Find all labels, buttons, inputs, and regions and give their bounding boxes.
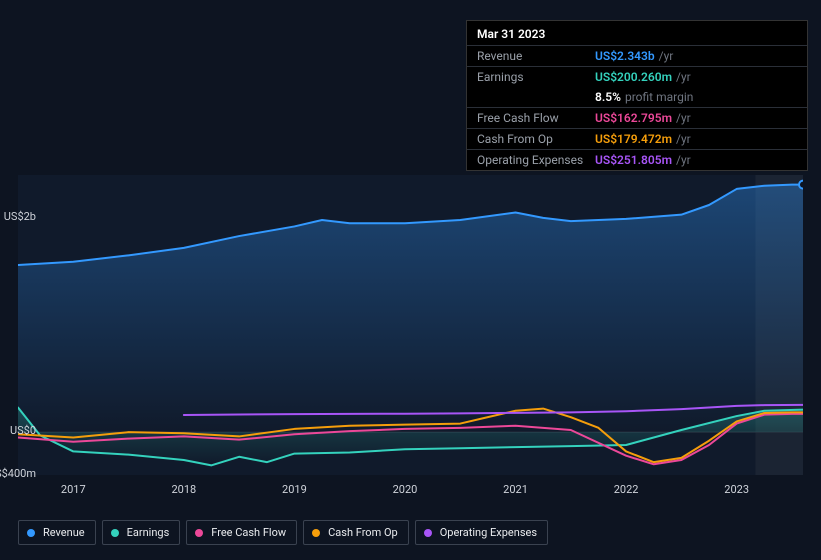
tooltip-label: Operating Expenses <box>477 153 595 167</box>
tooltip-row: Operating ExpensesUS$251.805m/yr <box>467 149 807 170</box>
y-axis-label: -US$400m <box>0 467 36 480</box>
x-axis-label: 2020 <box>385 483 425 496</box>
tooltip-row: EarningsUS$200.260m/yr <box>467 66 807 87</box>
tooltip-value: US$162.795m <box>595 111 672 125</box>
legend-dot-icon <box>27 529 35 537</box>
tooltip-value: US$200.260m <box>595 70 672 84</box>
chart-svg <box>18 175 803 475</box>
legend-label: Cash From Op <box>328 526 398 539</box>
legend-item[interactable]: Operating Expenses <box>415 520 548 545</box>
tooltip-date: Mar 31 2023 <box>467 21 807 45</box>
chart-tooltip: Mar 31 2023 RevenueUS$2.343b/yrEarningsU… <box>466 20 808 171</box>
tooltip-label: Revenue <box>477 49 595 63</box>
legend-dot-icon <box>424 529 432 537</box>
x-axis-label: 2018 <box>164 483 204 496</box>
legend-item[interactable]: Revenue <box>18 520 96 545</box>
tooltip-unit: /yr <box>659 49 674 63</box>
legend-dot-icon <box>195 529 203 537</box>
tooltip-unit: /yr <box>676 132 691 146</box>
chart-plot-area[interactable]: US$2bUS$0-US$400m20172018201920202021202… <box>18 175 803 475</box>
tooltip-value: US$179.472m <box>595 132 672 146</box>
tooltip-row: Free Cash FlowUS$162.795m/yr <box>467 107 807 128</box>
tooltip-unit: profit margin <box>625 90 693 104</box>
tooltip-label: Earnings <box>477 70 595 84</box>
legend-item[interactable]: Earnings <box>102 520 181 545</box>
legend-label: Free Cash Flow <box>211 526 286 539</box>
y-axis-label: US$2b <box>0 210 36 223</box>
legend-label: Earnings <box>127 526 170 539</box>
x-axis-label: 2023 <box>717 483 757 496</box>
chart-container: Mar 31 2023 RevenueUS$2.343b/yrEarningsU… <box>0 0 821 560</box>
x-axis-label: 2022 <box>606 483 646 496</box>
tooltip-value: 8.5% <box>595 90 621 104</box>
tooltip-row: RevenueUS$2.343b/yr <box>467 45 807 66</box>
tooltip-row: 8.5% profit margin <box>467 87 807 107</box>
x-axis-label: 2019 <box>274 483 314 496</box>
legend-label: Revenue <box>43 526 85 539</box>
legend-dot-icon <box>111 529 119 537</box>
tooltip-label: Free Cash Flow <box>477 111 595 125</box>
legend-item[interactable]: Free Cash Flow <box>186 520 297 545</box>
x-axis-label: 2017 <box>53 483 93 496</box>
tooltip-row: Cash From OpUS$179.472m/yr <box>467 128 807 149</box>
tooltip-value: US$2.343b <box>595 49 655 63</box>
legend-item[interactable]: Cash From Op <box>303 520 409 545</box>
tooltip-label: Cash From Op <box>477 132 595 146</box>
x-axis-label: 2021 <box>496 483 536 496</box>
legend-label: Operating Expenses <box>440 526 537 539</box>
tooltip-unit: /yr <box>676 111 691 125</box>
tooltip-unit: /yr <box>676 153 691 167</box>
y-axis-label: US$0 <box>0 424 36 437</box>
chart-legend: Revenue Earnings Free Cash Flow Cash From O… <box>18 520 548 545</box>
legend-dot-icon <box>312 529 320 537</box>
tooltip-value: US$251.805m <box>595 153 672 167</box>
tooltip-unit: /yr <box>676 70 691 84</box>
